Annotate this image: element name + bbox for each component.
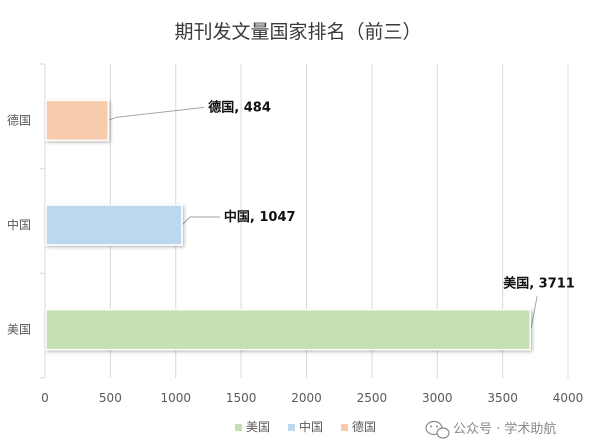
x-tick-label: 2500 [357,391,388,405]
x-axis-ticks: 0 500 1000 1500 2000 2500 3000 3500 4000 [41,391,583,405]
bar-2 [45,204,183,246]
y-tick-label: 美国 [7,323,31,337]
grid-lines [109,64,569,378]
data-labels: 美国, 3711 中国, 1047 德国, 484 [208,99,575,291]
x-tick-label: 0 [41,391,49,405]
bars [45,99,531,351]
leader-line [530,295,538,328]
x-tick-label: 2000 [291,391,322,405]
x-tick-label: 3000 [422,391,453,405]
legend-label: 美国 [246,420,270,434]
leader-lines [108,106,538,328]
legend: 美国 中国 德国 [235,419,376,434]
data-label: 美国, 3711 [503,276,575,292]
x-tick-label: 1500 [226,391,257,405]
y-tick-label: 中国 [7,217,31,232]
x-tick-label: 500 [99,391,122,405]
data-label: 德国, 484 [208,99,271,115]
legend-label: 中国 [299,419,323,434]
x-tick-label: 3500 [487,391,518,405]
watermark-text: 公众号 · 学术助航 [453,421,556,437]
bar-1 [45,308,531,351]
chart-title: 期刊发文量国家排名（前三） [174,21,421,43]
legend-label: 德国 [352,419,376,434]
legend-swatch [341,424,348,431]
x-tick-label: 1000 [160,391,191,405]
bar-3 [45,99,110,142]
x-tick-label: 4000 [553,391,584,405]
watermark: 公众号 · 学术助航 [425,420,556,439]
data-label: 中国, 1047 [224,209,296,225]
leader-line [181,216,220,226]
leader-line [108,106,205,121]
wechat-icon [425,420,450,439]
y-axis [40,63,46,379]
legend-swatch [288,424,295,431]
y-tick-label: 德国 [7,112,31,127]
legend-swatch [235,424,242,431]
